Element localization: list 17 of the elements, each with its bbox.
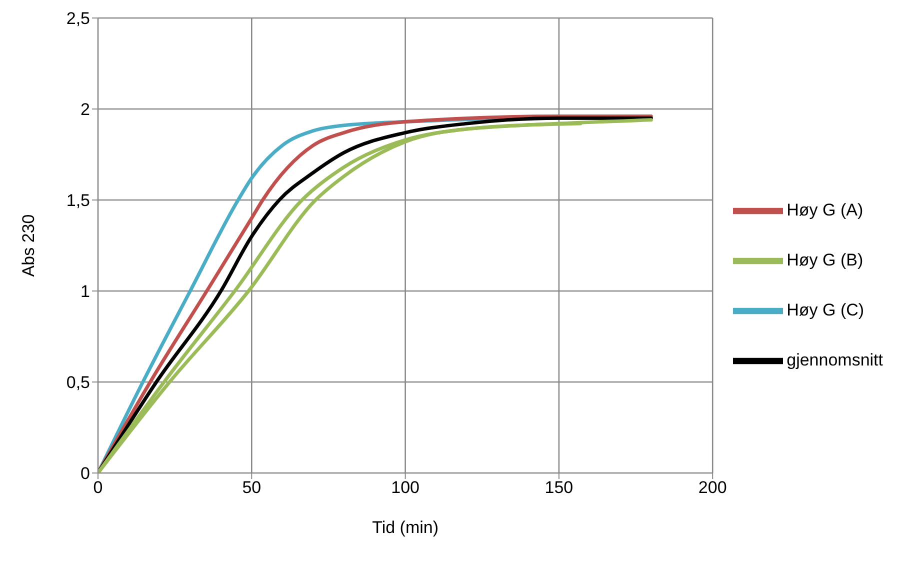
- y-tick-label: 2: [80, 100, 90, 120]
- x-tick-label: 150: [544, 478, 574, 498]
- legend-label: Høy G (A): [786, 200, 864, 219]
- y-tick-label: 1: [80, 282, 90, 302]
- legend-label: gjennomsnitt: [786, 350, 883, 369]
- x-tick-label: 200: [698, 478, 727, 498]
- y-tick-label: 0,5: [66, 373, 90, 392]
- legend-label: Høy G (B): [786, 250, 864, 269]
- y-tick-label: 1,5: [66, 191, 90, 210]
- x-axis-title: Tid (min): [372, 518, 439, 537]
- x-tick-label: 50: [242, 478, 262, 498]
- x-tick-label: 100: [391, 478, 420, 498]
- legend-label: Høy G (C): [786, 300, 864, 319]
- y-tick-label: 0: [80, 464, 90, 484]
- y-axis-title: Abs 230: [19, 214, 38, 277]
- x-tick-label: 0: [93, 478, 103, 498]
- y-tick-label: 2,5: [66, 9, 90, 28]
